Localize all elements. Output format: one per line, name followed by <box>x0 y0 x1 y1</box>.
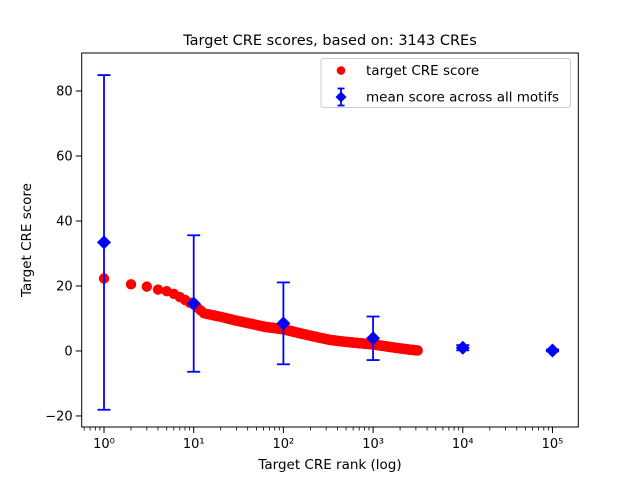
mean-score-diamond <box>97 235 112 250</box>
mean-score-diamond <box>545 343 560 358</box>
x-tick-label: 10² <box>273 437 295 452</box>
legend-box <box>320 58 571 108</box>
mean-score-diamond <box>366 331 381 346</box>
mean-score-diamond <box>455 340 470 355</box>
y-tick-label: 20 <box>56 279 73 294</box>
legend-label-mean: mean score across all motifs <box>366 90 559 106</box>
y-tick-label: 40 <box>56 214 73 229</box>
x-tick-label: 10³ <box>362 437 384 452</box>
x-tick-label: 10¹ <box>183 437 205 452</box>
mean-score-diamond <box>186 296 201 311</box>
plot-area <box>81 52 579 428</box>
data-points <box>97 74 560 411</box>
chart-title: Target CRE scores, based on: 3143 CREs <box>182 33 477 49</box>
legend-label-target: target CRE score <box>366 63 479 79</box>
target-score-point <box>125 279 137 290</box>
y-tick-label: 60 <box>56 150 73 165</box>
legend-red-circle-icon <box>336 66 346 75</box>
y-tick-label: −20 <box>45 409 72 424</box>
x-tick-label: 10⁰ <box>93 437 115 452</box>
y-axis-label: Target CRE score <box>19 183 35 298</box>
target-score-point <box>412 345 423 356</box>
x-tick-label: 10⁵ <box>542 437 564 452</box>
axis-ticks: 10⁰ 10¹ 10² 10³ 10⁴ 10⁵ −20 0 20 40 60 80 <box>45 85 563 452</box>
target-score-point <box>141 281 152 292</box>
x-tick-label: 10⁴ <box>452 437 474 452</box>
legend: target CRE score mean score across all m… <box>320 58 571 108</box>
legend-blue-errorbar-icon <box>335 87 347 107</box>
y-tick-label: 0 <box>64 344 72 359</box>
mean-score-diamond <box>276 316 291 331</box>
x-axis-label: Target CRE rank (log) <box>257 457 401 473</box>
y-tick-label: 80 <box>56 85 73 100</box>
target-score-point <box>152 284 164 295</box>
